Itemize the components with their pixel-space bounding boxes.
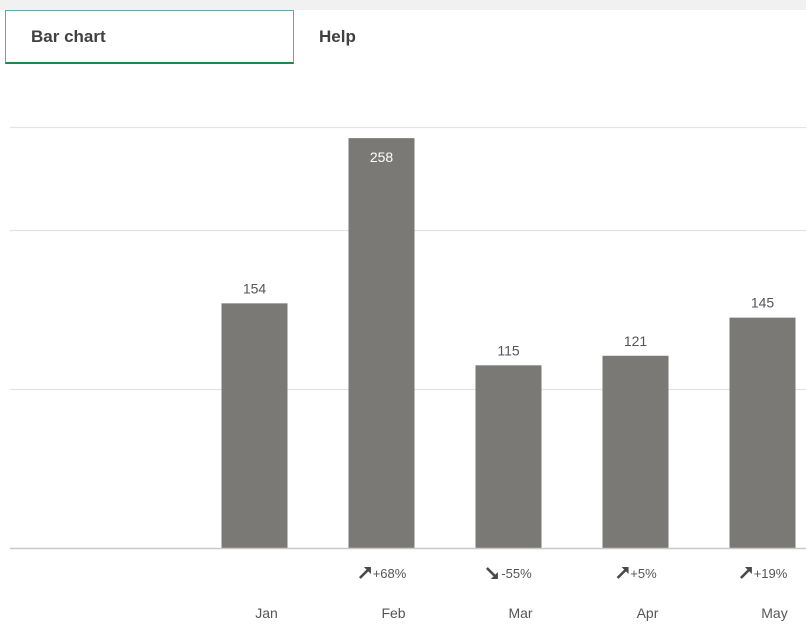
chart-area: 154 Jan 258 +68% Feb 115 -55% Mar 121 +5% Apr 145 +1… (0, 66, 806, 626)
category-label-apr: Apr (637, 605, 659, 621)
bar-chart: 154 Jan 258 +68% Feb 115 -55% Mar 121 +5% Apr 145 +1… (10, 126, 806, 621)
category-label-feb: Feb (381, 605, 405, 621)
value-label-mar: 115 (497, 342, 520, 358)
category-label-may: May (761, 605, 787, 621)
arrow-up-right-icon (358, 567, 371, 579)
bar-apr (602, 355, 669, 548)
bar-may (729, 317, 796, 548)
arrow-up-right-icon (739, 567, 752, 579)
bar-jan (221, 303, 288, 548)
bar-mar (475, 365, 542, 548)
arrow-up-right-icon (616, 567, 629, 579)
value-label-jan: 154 (243, 280, 267, 296)
category-label-jan: Jan (255, 605, 278, 621)
change-label-feb: +68% (373, 566, 407, 581)
tab-help-label: Help (319, 27, 356, 46)
tab-bar-chart[interactable]: Bar chart (5, 10, 294, 64)
value-label-feb: 258 (370, 149, 394, 165)
bar-feb (348, 138, 415, 548)
change-label-may: +19% (754, 566, 788, 581)
change-label-apr: +5% (630, 566, 657, 581)
value-label-may: 145 (751, 295, 775, 311)
arrow-down-right-icon (485, 567, 498, 579)
tab-help[interactable]: Help (294, 10, 414, 64)
tab-bar: Bar chart Help (0, 10, 806, 66)
change-label-mar: -55% (501, 566, 532, 581)
value-label-apr: 121 (624, 333, 648, 349)
tab-bar-chart-label: Bar chart (31, 26, 106, 46)
top-strip (0, 0, 806, 10)
category-label-mar: Mar (508, 605, 532, 621)
